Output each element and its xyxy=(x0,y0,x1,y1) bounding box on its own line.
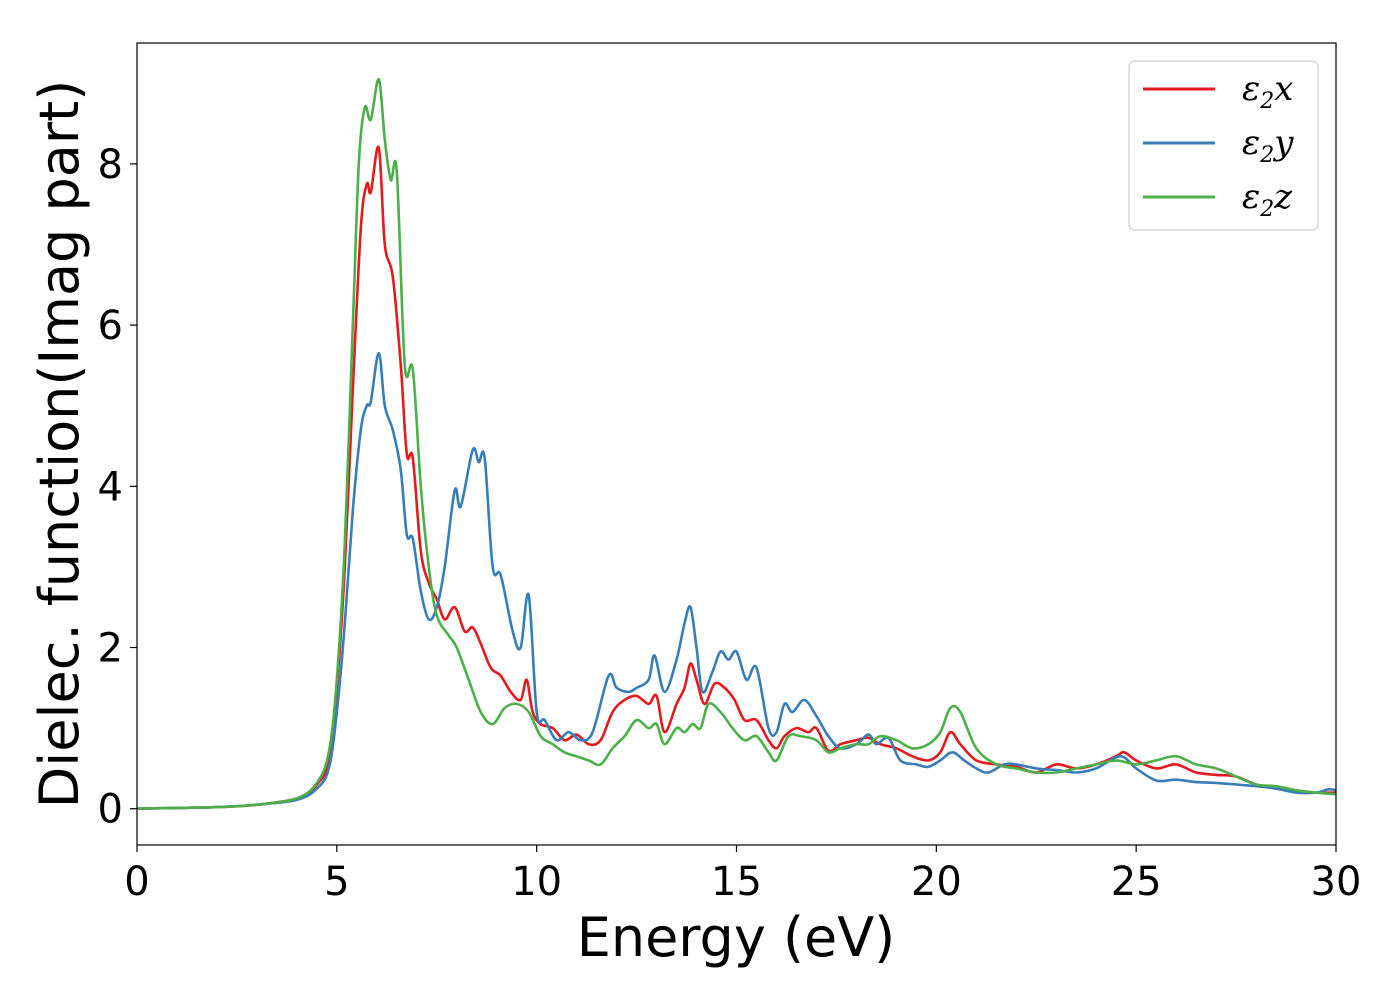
x-tick-label: 0 xyxy=(124,859,149,905)
ticks-layer: 0 5 10 15 20 25 30 0 2 4 6 8 xyxy=(98,142,1362,905)
series-line-e2z xyxy=(137,77,1336,810)
x-tick-label: 10 xyxy=(511,859,562,905)
x-tick-label: 30 xyxy=(1311,859,1362,905)
legend: ε2x ε2y ε2z xyxy=(1128,60,1319,231)
y-tick-label: 2 xyxy=(98,626,123,672)
legend-label-e2y: ε2y xyxy=(1242,123,1294,168)
x-tick-label: 20 xyxy=(911,859,962,905)
legend-label-e2x: ε2x xyxy=(1242,69,1293,114)
series-layer xyxy=(137,77,1336,810)
y-tick-label: 8 xyxy=(98,142,123,188)
x-tick-label: 25 xyxy=(1111,859,1162,905)
series-line-e2y xyxy=(137,351,1336,810)
y-tick-label: 0 xyxy=(98,787,123,833)
x-tick-label: 5 xyxy=(324,859,349,905)
y-tick-label: 4 xyxy=(98,464,123,510)
y-axis-title: Dielec. function(Imag part) xyxy=(28,80,91,809)
x-axis-title: Energy (eV) xyxy=(577,906,896,969)
y-tick-label: 6 xyxy=(98,303,123,349)
x-tick-label: 15 xyxy=(711,859,762,905)
legend-box xyxy=(1128,60,1319,231)
legend-label-e2z: ε2z xyxy=(1242,177,1293,222)
